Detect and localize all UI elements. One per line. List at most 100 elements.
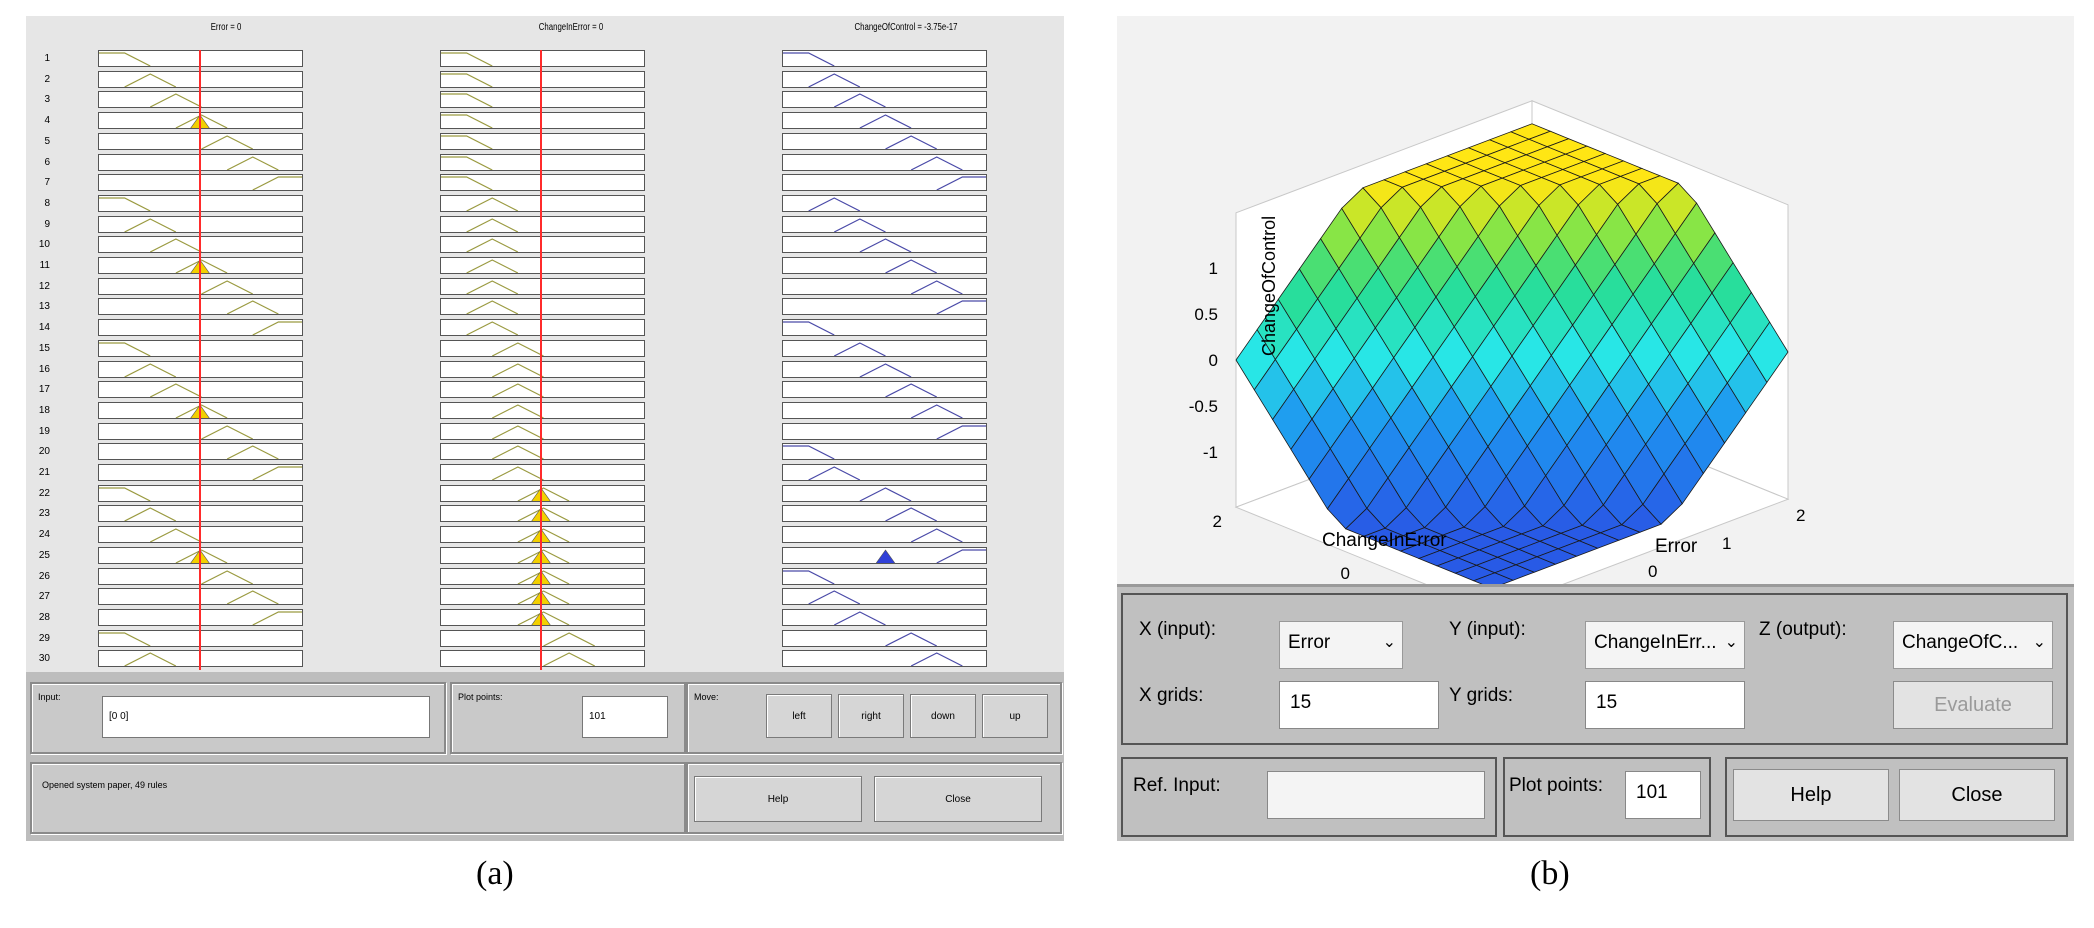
error-mf-plot[interactable] (98, 277, 303, 295)
change-of-control-mf-plot[interactable] (782, 567, 987, 585)
change-of-control-mf-plot[interactable] (782, 650, 987, 668)
change-in-error-mf-plot[interactable] (440, 215, 645, 233)
change-in-error-mf-plot[interactable] (440, 360, 645, 378)
change-of-control-mf-plot[interactable] (782, 298, 987, 316)
change-in-error-mf-plot[interactable] (440, 174, 645, 192)
change-of-control-mf-plot[interactable] (782, 608, 987, 626)
error-mf-plot[interactable] (98, 484, 303, 502)
change-in-error-mf-plot[interactable] (440, 505, 645, 523)
change-of-control-mf-plot[interactable] (782, 70, 987, 88)
change-of-control-mf-plot[interactable] (782, 505, 987, 523)
change-in-error-mf-plot[interactable] (440, 236, 645, 254)
error-mf-plot[interactable] (98, 546, 303, 564)
input-field[interactable]: [0 0] (102, 696, 430, 738)
change-in-error-mf-plot[interactable] (440, 298, 645, 316)
error-mf-plot[interactable] (98, 526, 303, 544)
error-mf-plot[interactable] (98, 422, 303, 440)
error-mf-plot[interactable] (98, 360, 303, 378)
change-in-error-mf-plot[interactable] (440, 339, 645, 357)
y-input-select[interactable]: ChangeInErr... ⌄ (1585, 621, 1745, 669)
error-mf-plot[interactable] (98, 153, 303, 171)
x-grids-field[interactable]: 15 (1279, 681, 1439, 729)
plot-points-field[interactable]: 101 (582, 696, 668, 738)
error-mf-plot[interactable] (98, 443, 303, 461)
change-of-control-mf-plot[interactable] (782, 464, 987, 481)
change-of-control-mf-plot[interactable] (782, 50, 987, 67)
change-in-error-mf-plot[interactable] (440, 464, 645, 481)
change-of-control-mf-plot[interactable] (782, 526, 987, 544)
move-down-button[interactable]: down (910, 694, 976, 738)
change-of-control-mf-plot[interactable] (782, 257, 987, 274)
change-in-error-mf-plot[interactable] (440, 132, 645, 150)
change-in-error-mf-plot[interactable] (440, 546, 645, 564)
change-of-control-mf-plot[interactable] (782, 401, 987, 419)
error-mf-plot[interactable] (98, 174, 303, 192)
error-mf-plot[interactable] (98, 194, 303, 212)
change-of-control-mf-plot[interactable] (782, 277, 987, 295)
error-mf-plot[interactable] (98, 70, 303, 88)
evaluate-button[interactable]: Evaluate (1893, 681, 2053, 729)
error-mf-plot[interactable] (98, 298, 303, 316)
change-in-error-mf-plot[interactable] (440, 650, 645, 668)
move-up-button[interactable]: up (982, 694, 1048, 738)
change-of-control-mf-plot[interactable] (782, 319, 987, 337)
change-in-error-mf-plot[interactable] (440, 608, 645, 626)
change-of-control-mf-plot[interactable] (782, 484, 987, 502)
error-mf-plot[interactable] (98, 236, 303, 254)
change-of-control-mf-plot[interactable] (782, 443, 987, 461)
change-of-control-mf-plot[interactable] (782, 381, 987, 399)
change-in-error-mf-plot[interactable] (440, 588, 645, 606)
change-in-error-mf-plot[interactable] (440, 319, 645, 337)
ref-input-field[interactable] (1267, 771, 1485, 819)
error-mf-plot[interactable] (98, 257, 303, 274)
change-in-error-mf-plot[interactable] (440, 277, 645, 295)
change-of-control-mf-plot[interactable] (782, 153, 987, 171)
error-mf-plot[interactable] (98, 319, 303, 337)
change-in-error-mf-plot[interactable] (440, 381, 645, 399)
change-in-error-mf-plot[interactable] (440, 153, 645, 171)
error-mf-plot[interactable] (98, 91, 303, 109)
change-in-error-mf-plot[interactable] (440, 401, 645, 419)
change-in-error-mf-plot[interactable] (440, 567, 645, 585)
change-in-error-mf-plot[interactable] (440, 257, 645, 274)
error-mf-plot[interactable] (98, 464, 303, 481)
error-mf-plot[interactable] (98, 629, 303, 647)
change-in-error-mf-plot[interactable] (440, 629, 645, 647)
error-mf-plot[interactable] (98, 112, 303, 130)
change-of-control-mf-plot[interactable] (782, 360, 987, 378)
y-grids-field[interactable]: 15 (1585, 681, 1745, 729)
change-in-error-crosshair[interactable] (540, 50, 542, 670)
close-button[interactable]: Close (874, 776, 1042, 822)
help-button[interactable]: Help (1733, 769, 1889, 821)
error-mf-plot[interactable] (98, 381, 303, 399)
move-left-button[interactable]: left (766, 694, 832, 738)
error-mf-plot[interactable] (98, 339, 303, 357)
change-in-error-mf-plot[interactable] (440, 50, 645, 67)
change-of-control-mf-plot[interactable] (782, 215, 987, 233)
change-of-control-mf-plot[interactable] (782, 339, 987, 357)
change-of-control-mf-plot[interactable] (782, 174, 987, 192)
change-in-error-mf-plot[interactable] (440, 194, 645, 212)
change-in-error-mf-plot[interactable] (440, 484, 645, 502)
close-button[interactable]: Close (1899, 769, 2055, 821)
change-of-control-mf-plot[interactable] (782, 236, 987, 254)
error-mf-plot[interactable] (98, 567, 303, 585)
move-right-button[interactable]: right (838, 694, 904, 738)
error-mf-plot[interactable] (98, 588, 303, 606)
surface-plot[interactable]: 10.50-0.5-1-2-101220-2ChangeOfControlErr… (1117, 16, 2074, 637)
error-mf-plot[interactable] (98, 608, 303, 626)
help-button[interactable]: Help (694, 776, 862, 822)
change-of-control-mf-plot[interactable] (782, 422, 987, 440)
error-mf-plot[interactable] (98, 650, 303, 668)
change-in-error-mf-plot[interactable] (440, 91, 645, 109)
error-mf-plot[interactable] (98, 401, 303, 419)
change-of-control-mf-plot[interactable] (782, 194, 987, 212)
error-mf-plot[interactable] (98, 505, 303, 523)
change-in-error-mf-plot[interactable] (440, 70, 645, 88)
change-in-error-mf-plot[interactable] (440, 422, 645, 440)
plot-points-field[interactable]: 101 (1625, 771, 1701, 819)
change-of-control-mf-plot[interactable] (782, 132, 987, 150)
z-output-select[interactable]: ChangeOfC... ⌄ (1893, 621, 2053, 669)
x-input-select[interactable]: Error ⌄ (1279, 621, 1403, 669)
error-mf-plot[interactable] (98, 215, 303, 233)
